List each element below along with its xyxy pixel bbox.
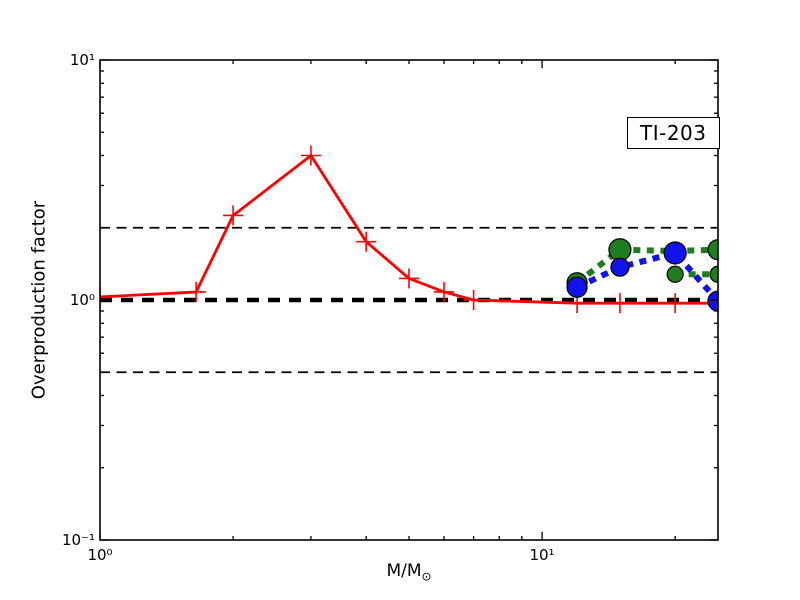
sun-symbol: ⊙ <box>421 569 432 584</box>
massive-models-green-upper-marker <box>707 239 718 261</box>
y-tick-label-0p1: 10⁻¹ <box>61 531 95 549</box>
x-tick-label-1: 10⁰ <box>87 546 113 564</box>
isotope-annotation: TI-203 <box>627 117 720 149</box>
tick-marks <box>99 59 718 541</box>
y-tick-label-1: 10⁰ <box>69 291 95 309</box>
plot-data-layer <box>100 145 718 374</box>
y-tick-label-10: 10¹ <box>69 51 95 69</box>
massive-models-green-lower-marker <box>709 265 718 283</box>
massive-models-green-upper-line <box>575 246 718 286</box>
massive-models-blue-marker <box>610 257 630 277</box>
massive-models-green-lower-marker <box>666 265 684 283</box>
massive-models-green-upper-marker <box>608 238 632 262</box>
massive-models-blue-line <box>575 249 718 304</box>
x-axis-label: M/M⊙ <box>386 561 431 583</box>
x-tick-label-10: 10¹ <box>529 546 555 564</box>
massive-models-blue-marker <box>566 276 588 298</box>
x-axis-label-main: M/M <box>386 561 422 581</box>
massive-models-blue-marker <box>707 290 718 312</box>
massive-models-blue-marker <box>663 241 687 265</box>
